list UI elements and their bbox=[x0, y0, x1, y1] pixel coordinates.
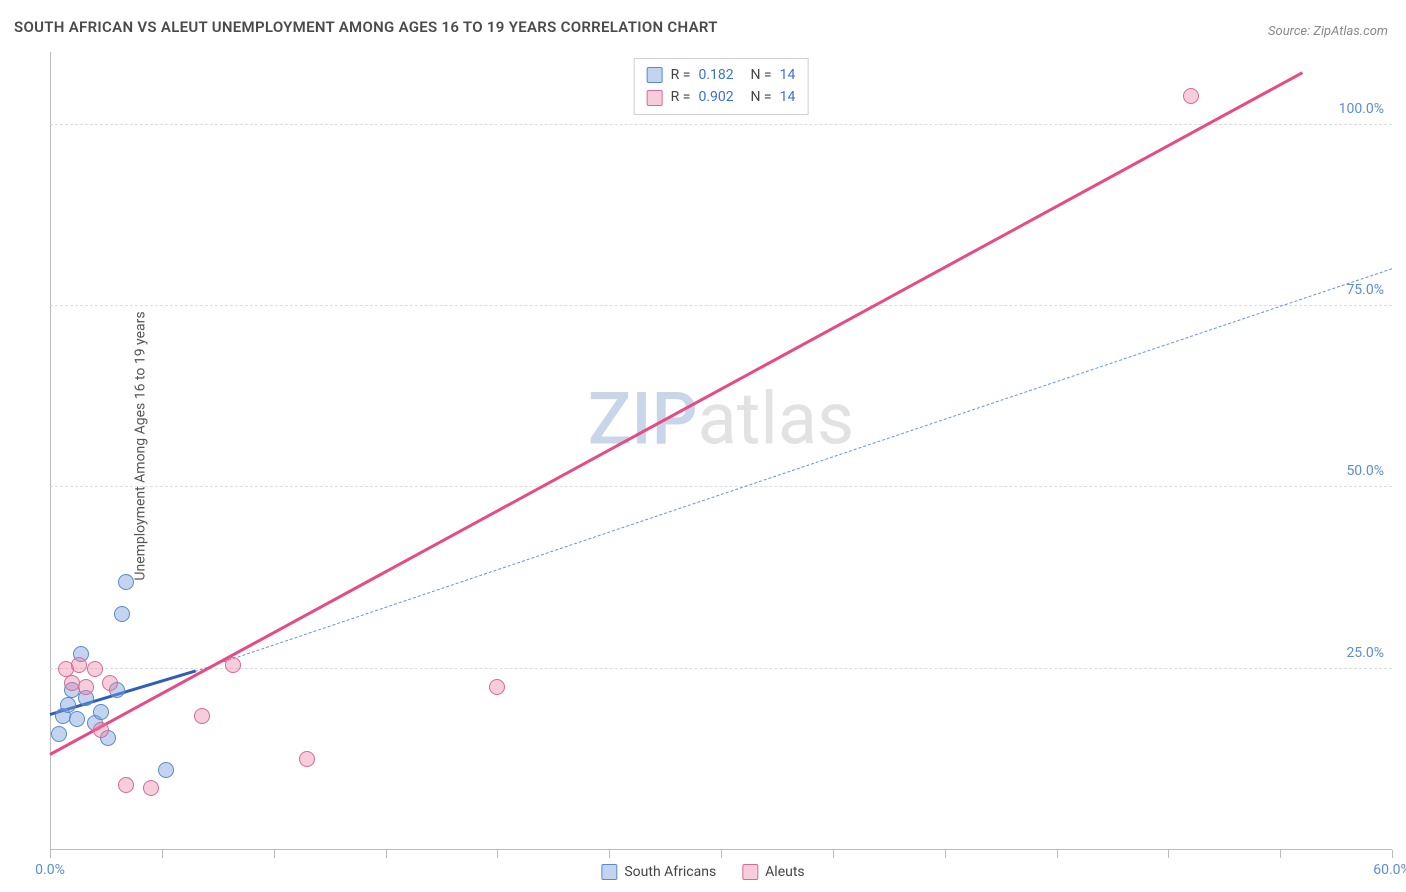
grid-line bbox=[50, 486, 1392, 487]
x-tick bbox=[1280, 850, 1281, 858]
series-legend: South Africans Aleuts bbox=[601, 864, 804, 880]
y-tick-label: 25.0% bbox=[1346, 645, 1384, 661]
x-tick bbox=[833, 850, 834, 858]
grid-line bbox=[50, 124, 1392, 125]
data-point bbox=[71, 657, 87, 673]
x-tick bbox=[386, 850, 387, 858]
legend-swatch bbox=[742, 864, 758, 880]
data-point bbox=[118, 777, 134, 793]
x-tick bbox=[497, 850, 498, 858]
r-legend-row: R =0.902N =14 bbox=[647, 86, 796, 108]
legend-swatch bbox=[601, 864, 617, 880]
x-tick bbox=[50, 850, 51, 858]
grid-line bbox=[50, 305, 1392, 306]
data-point bbox=[1183, 88, 1199, 104]
x-tick bbox=[721, 850, 722, 858]
chart-title: SOUTH AFRICAN VS ALEUT UNEMPLOYMENT AMON… bbox=[14, 18, 718, 36]
grid-line bbox=[50, 668, 1392, 669]
x-tick bbox=[945, 850, 946, 858]
data-point bbox=[87, 661, 103, 677]
n-value: 14 bbox=[780, 86, 796, 108]
correlation-legend: R =0.182N =14R =0.902N =14 bbox=[634, 58, 809, 115]
data-point bbox=[69, 711, 85, 727]
legend-swatch bbox=[647, 90, 663, 106]
legend-item: South Africans bbox=[601, 864, 716, 880]
x-tick bbox=[1392, 850, 1393, 858]
x-tick bbox=[609, 850, 610, 858]
y-tick-label: 100.0% bbox=[1339, 101, 1384, 117]
data-point bbox=[78, 679, 94, 695]
plot-area: ZIPatlas R =0.182N =14R =0.902N =14 25.0… bbox=[50, 52, 1392, 850]
correlation-chart: SOUTH AFRICAN VS ALEUT UNEMPLOYMENT AMON… bbox=[0, 0, 1406, 892]
x-tick bbox=[274, 850, 275, 858]
trend-line bbox=[195, 269, 1392, 673]
data-point bbox=[118, 574, 134, 590]
x-tick-label: 60.0% bbox=[1373, 862, 1406, 878]
x-tick bbox=[1057, 850, 1058, 858]
legend-label: South Africans bbox=[624, 864, 716, 880]
r-value: 0.902 bbox=[698, 86, 742, 108]
data-point bbox=[158, 762, 174, 778]
data-point bbox=[489, 679, 505, 695]
x-tick-label: 0.0% bbox=[35, 862, 65, 878]
x-tick bbox=[1168, 850, 1169, 858]
data-point bbox=[93, 704, 109, 720]
legend-swatch bbox=[647, 67, 663, 83]
legend-item: Aleuts bbox=[742, 864, 804, 880]
trend-line bbox=[49, 71, 1303, 756]
y-tick-label: 75.0% bbox=[1346, 282, 1384, 298]
data-point bbox=[60, 697, 76, 713]
data-point bbox=[225, 657, 241, 673]
source-attribution: Source: ZipAtlas.com bbox=[1268, 24, 1388, 39]
data-point bbox=[194, 708, 210, 724]
data-point bbox=[51, 726, 67, 742]
r-value: 0.182 bbox=[698, 64, 742, 86]
data-point bbox=[143, 780, 159, 796]
data-point bbox=[93, 722, 109, 738]
r-legend-row: R =0.182N =14 bbox=[647, 64, 796, 86]
data-point bbox=[102, 675, 118, 691]
legend-label: Aleuts bbox=[765, 864, 804, 880]
x-tick bbox=[162, 850, 163, 858]
data-point bbox=[299, 751, 315, 767]
n-value: 14 bbox=[780, 64, 796, 86]
y-tick-label: 50.0% bbox=[1346, 463, 1384, 479]
data-point bbox=[114, 606, 130, 622]
